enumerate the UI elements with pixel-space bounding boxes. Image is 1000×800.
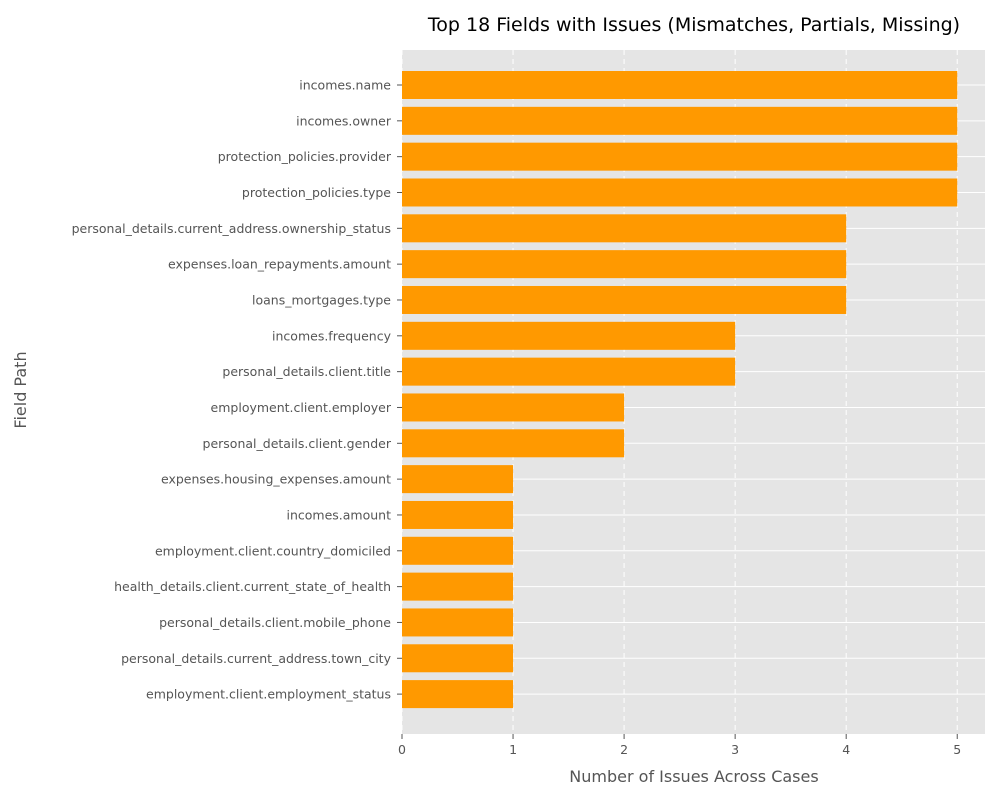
x-axis-ticks: 0 1 2 3 4 5 [398, 734, 961, 757]
bar-personal-details-client-title [402, 357, 736, 386]
x-tick-label: 1 [509, 742, 517, 757]
bar-incomes-name [402, 71, 958, 99]
y-tick-label: personal_details.current_address.town_ci… [121, 651, 391, 666]
bar-protection-policies-type [402, 178, 958, 207]
bar-personal-details-current-address-town-city [402, 644, 514, 673]
y-axis-ticks: incomes.name incomes.owner protection_poli… [72, 78, 402, 702]
y-tick-label: incomes.owner [296, 113, 392, 128]
y-tick-label: personal_details.client.gender [203, 436, 392, 451]
y-tick-label: personal_details.client.title [222, 364, 391, 379]
chart-title: Top 18 Fields with Issues (Mismatches, P… [427, 14, 960, 36]
y-tick-label: health_details.client.current_state_of_h… [114, 579, 391, 594]
y-tick-label: expenses.loan_repayments.amount [168, 257, 391, 272]
bar-health-details-client-current-state-of-health [402, 572, 514, 601]
x-tick-label: 3 [731, 742, 739, 757]
x-tick-label: 0 [398, 742, 406, 757]
bar-employment-client-employer [402, 393, 625, 422]
y-tick-label: expenses.housing_expenses.amount [161, 472, 391, 487]
x-tick-label: 2 [620, 742, 628, 757]
y-tick-label: incomes.frequency [272, 328, 392, 343]
x-axis-label: Number of Issues Across Cases [569, 767, 818, 786]
bar-personal-details-client-mobile-phone [402, 608, 514, 637]
y-tick-label: incomes.amount [287, 507, 392, 522]
y-tick-label: personal_details.current_address.ownersh… [72, 221, 391, 236]
y-axis-label: Field Path [11, 351, 30, 428]
y-tick-label: loans_mortgages.type [252, 292, 391, 307]
x-tick-label: 4 [842, 742, 850, 757]
bar-incomes-frequency [402, 321, 736, 350]
y-tick-label: employment.client.employer [211, 400, 392, 415]
bar-expenses-housing-expenses-amount [402, 465, 514, 494]
bar-incomes-amount [402, 500, 514, 529]
y-tick-label: personal_details.client.mobile_phone [159, 615, 391, 630]
y-tick-label: employment.client.country_domiciled [155, 543, 391, 558]
bar-protection-policies-provider [402, 142, 958, 171]
bar-loans-mortgages-type [402, 285, 847, 314]
y-tick-label: protection_policies.type [242, 185, 391, 200]
y-tick-label: protection_policies.provider [218, 149, 392, 164]
bar-employment-client-country-domiciled [402, 536, 514, 565]
bar-personal-details-client-gender [402, 429, 625, 458]
y-tick-label: incomes.name [299, 78, 391, 93]
x-tick-label: 5 [953, 742, 961, 757]
bars [402, 71, 958, 709]
bar-employment-client-employment-status [402, 680, 514, 709]
y-tick-label: employment.client.employment_status [146, 687, 391, 702]
bar-personal-details-current-address-ownership-status [402, 214, 847, 243]
bar-incomes-owner [402, 106, 958, 135]
bar-expenses-loan-repayments-amount [402, 250, 847, 279]
